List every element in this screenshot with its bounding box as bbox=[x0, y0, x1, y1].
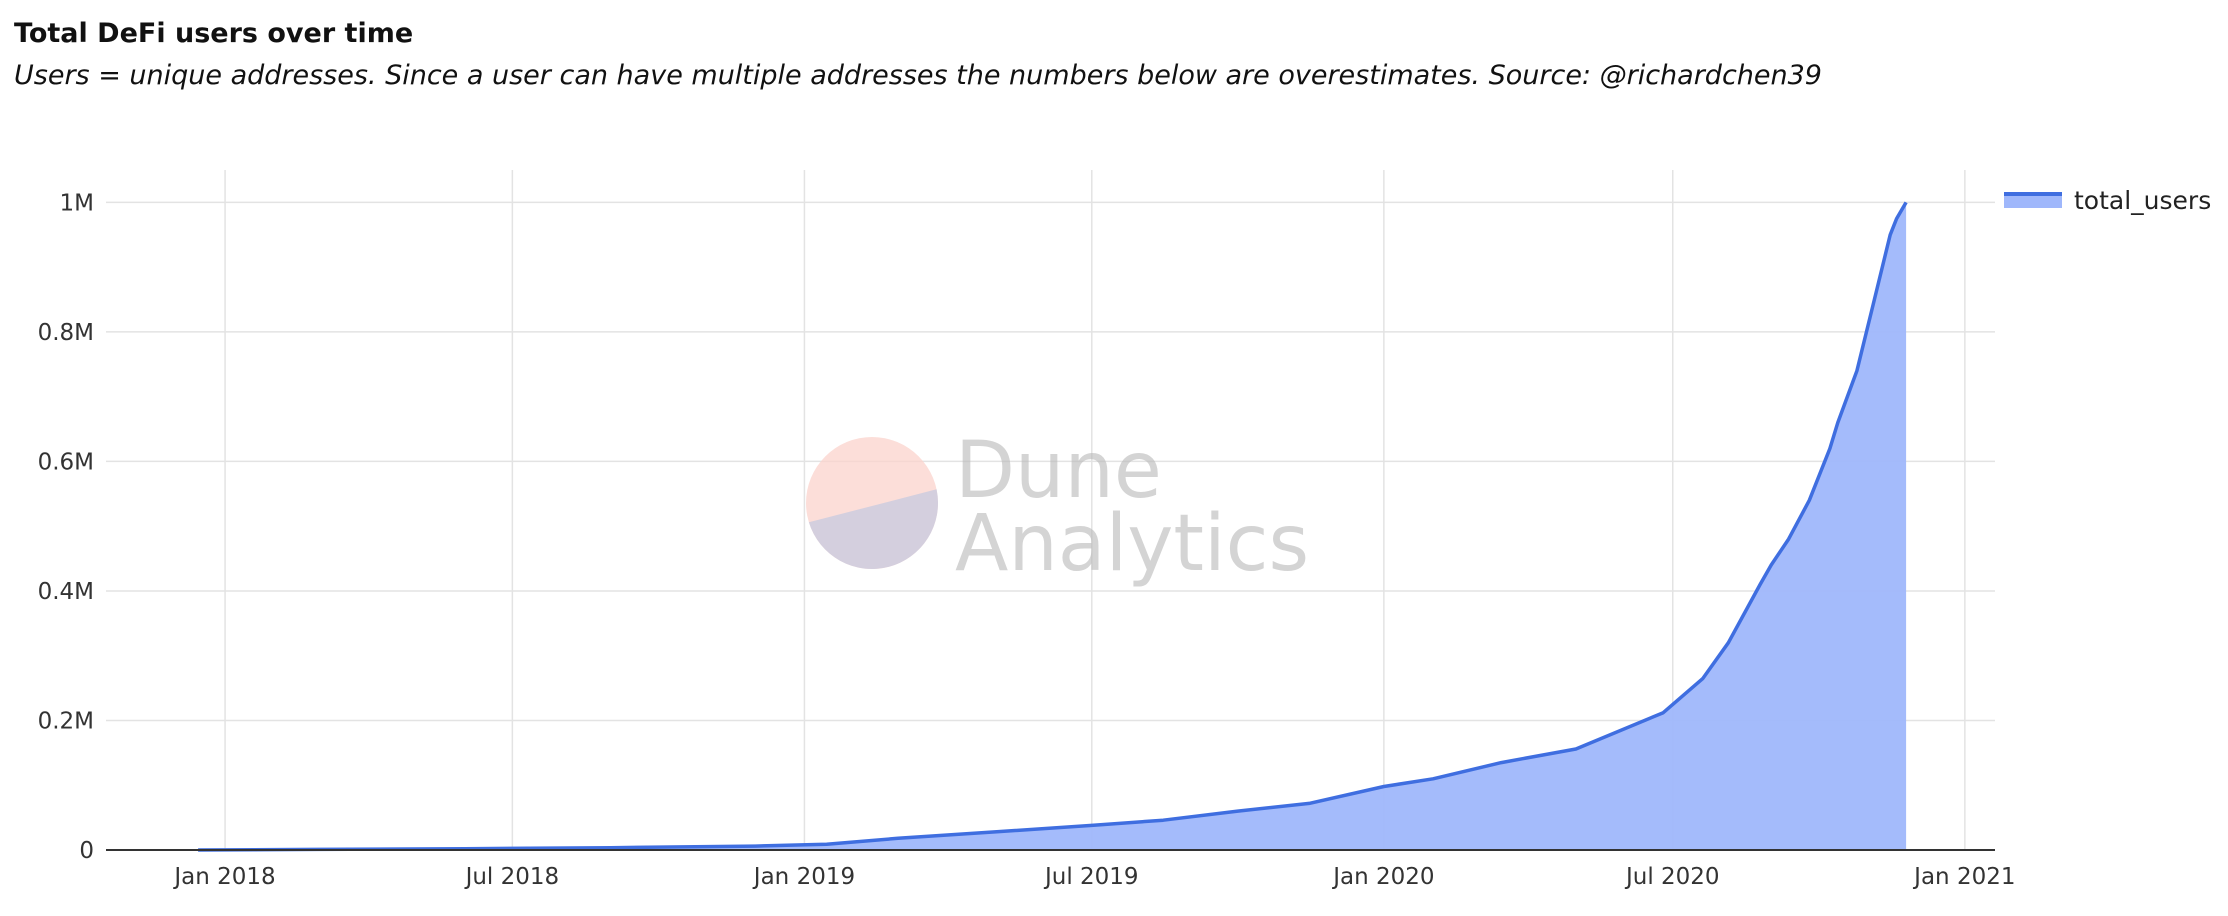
y-tick-0: 0 bbox=[79, 838, 94, 864]
watermark-text-line1: Dune bbox=[955, 426, 1162, 516]
x-tick-Jul-2018: Jul 2018 bbox=[464, 864, 560, 890]
x-tick-Jan-2018: Jan 2018 bbox=[172, 864, 275, 890]
legend-swatch-total-users bbox=[2004, 193, 2062, 208]
y-tick-1M: 1M bbox=[60, 190, 94, 216]
x-tick-Jul-2020: Jul 2020 bbox=[1624, 864, 1720, 890]
y-axis-ticks: 0 0.2M 0.4M 0.6M 0.8M 1M bbox=[38, 190, 94, 864]
series-area-total-users bbox=[198, 202, 1907, 850]
x-tick-Jan-2019: Jan 2019 bbox=[752, 864, 855, 890]
chart-subtitle: Users = unique addresses. Since a user c… bbox=[14, 60, 1822, 91]
grid-lines bbox=[106, 170, 1995, 850]
y-tick-0.6M: 0.6M bbox=[38, 449, 94, 475]
x-tick-Jul-2019: Jul 2019 bbox=[1043, 864, 1139, 890]
series-line-total-users bbox=[198, 201, 1908, 852]
dune-analytics-watermark: Dune Analytics bbox=[806, 426, 1309, 589]
y-tick-0.4M: 0.4M bbox=[38, 579, 94, 605]
y-tick-0.8M: 0.8M bbox=[38, 320, 94, 346]
legend-label-total-users: total_users bbox=[2074, 186, 2211, 215]
watermark-text-line2: Analytics bbox=[955, 499, 1309, 589]
y-tick-0.2M: 0.2M bbox=[38, 708, 94, 734]
chart-title: Total DeFi users over time bbox=[14, 18, 414, 49]
x-axis-ticks: Jan 2018 Jul 2018 Jan 2019 Jul 2019 Jan 2020… bbox=[172, 864, 2015, 890]
legend[interactable]: total_users bbox=[2004, 186, 2211, 215]
watermark-logo-wedge bbox=[808, 489, 938, 569]
x-tick-Jan-2020: Jan 2020 bbox=[1331, 864, 1434, 890]
x-tick-Jan-2021: Jan 2021 bbox=[1912, 864, 2015, 890]
